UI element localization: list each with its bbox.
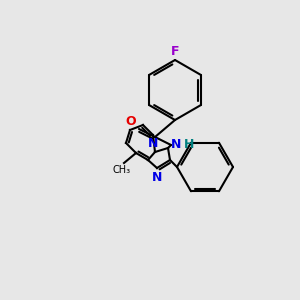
Text: CH₃: CH₃ xyxy=(113,165,131,175)
Text: H: H xyxy=(184,139,194,152)
Text: N: N xyxy=(148,137,158,150)
Text: N: N xyxy=(152,171,162,184)
Text: O: O xyxy=(125,115,136,128)
Text: F: F xyxy=(171,45,179,58)
Text: N: N xyxy=(171,139,181,152)
